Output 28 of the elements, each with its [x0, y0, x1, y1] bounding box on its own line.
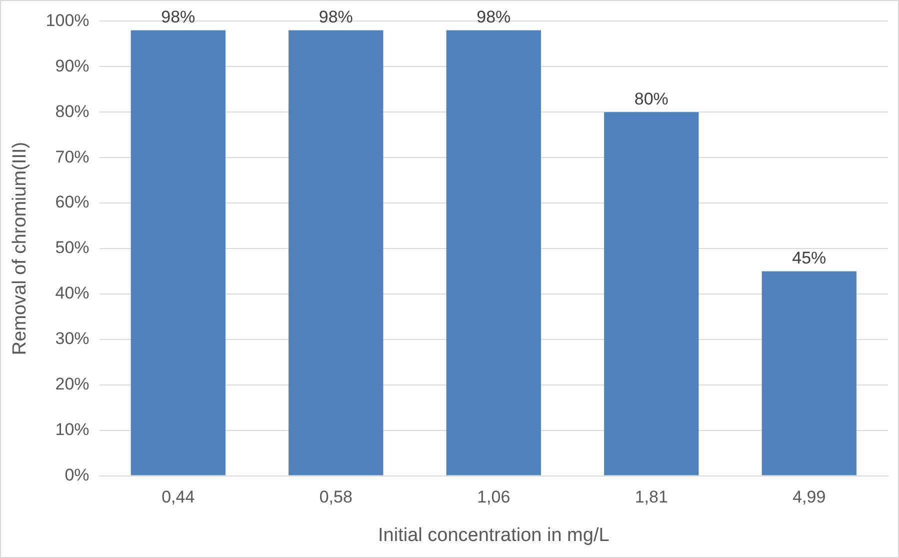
data-label: 80%	[634, 89, 668, 108]
y-tick-label: 60%	[55, 192, 90, 212]
x-tick-label: 0,44	[162, 488, 195, 507]
data-label: 45%	[792, 248, 826, 268]
y-tick-label: 20%	[55, 374, 90, 394]
x-tick-label: 1,06	[477, 488, 510, 507]
x-tick-label: 4,99	[792, 488, 826, 507]
bar	[130, 30, 226, 476]
bar	[762, 271, 856, 476]
y-tick-label: 40%	[55, 284, 90, 303]
y-tick-label: 30%	[55, 329, 90, 348]
bar	[604, 112, 699, 476]
data-label: 98%	[476, 7, 511, 26]
x-tick-label: 1,81	[634, 488, 668, 507]
y-tick-label: 50%	[55, 238, 90, 258]
y-tick-label: 70%	[55, 147, 90, 166]
y-tick-label: 90%	[55, 56, 90, 76]
x-axis-title: Initial concentration in mg/L	[378, 524, 610, 546]
data-label: 98%	[318, 7, 353, 26]
bar	[288, 30, 384, 476]
y-tick-label: 100%	[46, 10, 90, 30]
y-tick-label: 80%	[55, 102, 90, 121]
y-tick-label: 10%	[55, 420, 90, 440]
y-tick-label: 0%	[64, 465, 90, 484]
y-axis-title: Removal of chromium(III)	[10, 142, 31, 356]
x-tick-label: 0,58	[319, 488, 352, 507]
data-label: 98%	[161, 7, 196, 26]
bar	[446, 30, 541, 476]
